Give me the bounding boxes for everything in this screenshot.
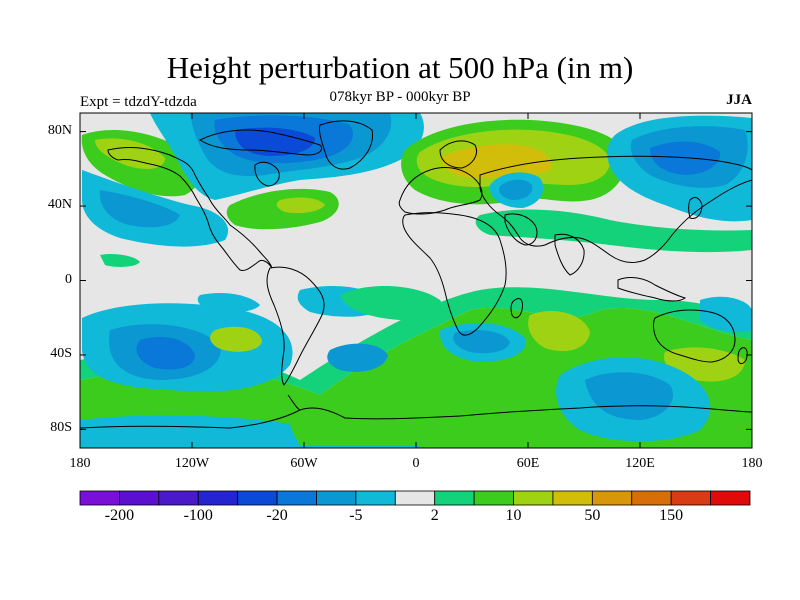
anomaly-region-west-tropical-low <box>82 323 105 344</box>
colorbar-swatch <box>355 490 396 506</box>
colorbar-swatch <box>710 490 751 506</box>
lat-tick-label: 40N <box>47 197 72 213</box>
lat-tick-label: 40S <box>50 345 72 361</box>
anomaly-region-se-pacific-low <box>700 296 752 332</box>
lon-tick-label: 180 <box>741 456 763 471</box>
lon-tick-label: 60W <box>290 456 318 471</box>
coastline-antarctic-peninsula <box>287 394 301 411</box>
colorbar-label: 2 <box>430 507 439 524</box>
anomaly-region-arctic-low-deep <box>235 127 315 156</box>
anomaly-region-antarctic-green <box>288 392 548 445</box>
colorbar-label: 150 <box>659 507 684 524</box>
colorbar-label: -100 <box>183 507 213 524</box>
coastline-australia <box>653 309 736 363</box>
colorbar-swatch <box>394 490 436 506</box>
colorbar-swatch <box>237 490 278 506</box>
anomaly-region-north-atlantic-high-core <box>276 197 325 214</box>
coastlines <box>80 120 752 429</box>
anomaly-region-indian-low-core <box>453 329 510 354</box>
anomaly-region-tropical-east <box>100 253 140 267</box>
colorbar-swatch <box>552 490 593 506</box>
coastline-north-america <box>107 147 273 271</box>
lat-tick-label: 0 <box>65 271 72 287</box>
colorbar-label: -5 <box>349 507 363 524</box>
coastline-canadian-arctic <box>199 129 323 156</box>
lon-tick-label: 120E <box>625 456 655 471</box>
lon-tick-label: 0 <box>412 456 420 471</box>
season-label: JJA <box>726 92 752 108</box>
anomaly-region-south-indian-low-core <box>585 372 674 420</box>
coastline-india <box>554 233 585 276</box>
colorbar-swatch <box>434 490 475 506</box>
anomaly-region-tropical-atlantic <box>340 285 443 321</box>
anomaly-region-eurasia-high-deep <box>440 144 552 179</box>
colorbar-swatch <box>591 490 633 506</box>
coastline-asia <box>479 155 752 263</box>
colorbar-swatch <box>316 490 357 506</box>
anomaly-region-atlantic-sw <box>327 343 388 372</box>
colorbar-swatch <box>276 490 317 506</box>
colorbar-swatch <box>513 490 554 506</box>
experiment-label: Expt = tdzdY-tdzda <box>80 94 197 110</box>
lat-tick-label: 80N <box>47 122 72 138</box>
colorbar-label: -20 <box>266 507 288 524</box>
coastline-arabia <box>504 213 538 246</box>
colorbar-swatch <box>158 490 199 506</box>
coastline-indonesia <box>617 277 687 302</box>
anomaly-region-north-pacific-low-core <box>99 190 180 228</box>
coastline-japan <box>688 197 703 219</box>
anomaly-region-indian-high <box>528 311 590 352</box>
axis-ticks <box>79 113 753 448</box>
coastline-madagascar <box>510 297 523 319</box>
colorbar-swatch <box>473 490 514 506</box>
anomaly-region-east-asia-green <box>475 209 752 253</box>
lon-tick-label: 60E <box>516 456 540 471</box>
coastline-south-america <box>266 266 325 386</box>
colorbar-label: 50 <box>584 507 601 524</box>
colorbar-label: 10 <box>505 507 522 524</box>
anomaly-region-central-asia-low-core <box>499 179 533 200</box>
lon-tick-label: 180 <box>69 456 91 471</box>
anomaly-region-ne-asia-low-deep <box>650 141 721 175</box>
colorbar-swatch <box>197 490 239 506</box>
lon-tick-label: 120W <box>174 456 210 471</box>
colorbar-label: -200 <box>104 507 135 524</box>
colorbar-swatch <box>79 490 120 506</box>
lat-tick-label: 80S <box>50 420 72 436</box>
colorbar <box>79 490 751 506</box>
coastline-new-zealand <box>737 347 748 365</box>
coastline-greenland <box>319 120 374 170</box>
anomaly-region-south-atlantic-high <box>210 326 262 352</box>
coastline-antarctica <box>80 405 752 429</box>
anomaly-region-north-pacific-high-core <box>95 138 165 170</box>
anomaly-region-south-pacific-low-deep <box>136 336 195 370</box>
colorbar-swatch <box>119 490 160 506</box>
period-label: 078kyr BP - 000kyr BP <box>329 89 471 105</box>
coastline-europe <box>398 167 483 215</box>
coastline-hudson <box>254 161 280 187</box>
anomaly-region-tropical-pacific-south <box>197 293 260 313</box>
coastline-africa <box>402 212 507 336</box>
map-title: Height perturbation at 500 hPa (in m) <box>166 50 634 85</box>
coastline-scandinavia <box>439 140 477 169</box>
colorbar-swatch <box>670 490 711 506</box>
colorbar-swatch <box>631 490 672 506</box>
